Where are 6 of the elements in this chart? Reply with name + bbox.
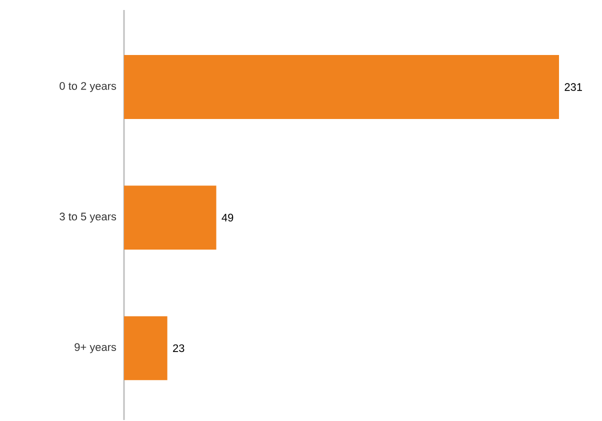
y-tick-label: 9+ years xyxy=(74,343,116,354)
data-label: 49 xyxy=(222,214,234,222)
data-label: 231 xyxy=(564,83,582,91)
y-tick-label: 3 to 5 years xyxy=(60,212,116,223)
data-label: 23 xyxy=(173,344,184,352)
y-tick-label: 0 to 2 years xyxy=(60,82,116,92)
